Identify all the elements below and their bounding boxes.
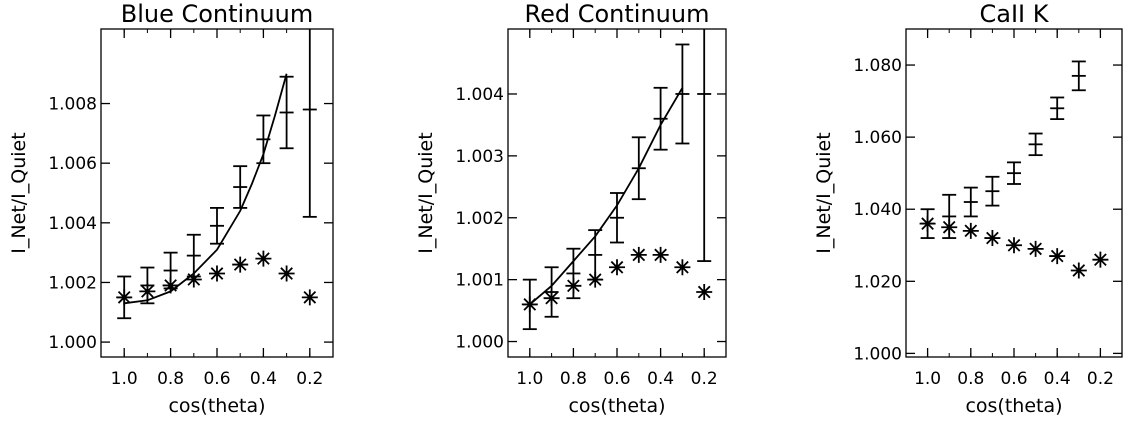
y-axis-label: I_Net/I_Quiet [8, 132, 30, 253]
x-tick-label: 0.8 [560, 369, 587, 389]
x-tick-label: 0.2 [296, 369, 323, 389]
y-tick-label: 1.001 [455, 271, 504, 291]
y-tick-label: 1.000 [455, 333, 504, 353]
star-marker [278, 265, 295, 282]
y-tick-label: 1.002 [455, 209, 504, 229]
x-tick-label: 0.4 [250, 369, 277, 389]
errorbar-point [233, 165, 248, 209]
x-tick-label: 0.2 [691, 369, 718, 389]
x-tick-label: 1.0 [516, 369, 543, 389]
x-tick-label: 0.6 [203, 369, 230, 389]
star-marker [301, 289, 318, 306]
y-axis-label: I_Net/I_Quiet [813, 132, 835, 253]
errorbar-point [186, 233, 201, 278]
fit-line [124, 73, 288, 305]
star-marker [1027, 240, 1044, 257]
errorbar-point [653, 86, 668, 151]
x-tick-label: 0.8 [957, 369, 984, 389]
y-tick-label: 1.003 [455, 147, 504, 167]
y-tick-label: 1.004 [455, 85, 504, 105]
chart-panel-3: CaII K 1.0 0.8 0.6 0.4 0.2 1.000 1.020 1.040 1.06… [813, 0, 1123, 417]
star-marker [116, 289, 133, 306]
x-tick-label: 0.6 [1000, 369, 1027, 389]
star-marker [1049, 248, 1066, 265]
star-marker [652, 246, 669, 263]
x-tick-label: 0.2 [1087, 369, 1114, 389]
chart-title: Blue Continuum [121, 0, 313, 28]
errorbar-point [1028, 132, 1043, 157]
x-tick-label: 0.6 [603, 369, 630, 389]
x-axis-label: cos(theta) [965, 395, 1062, 417]
star-marker [565, 277, 582, 294]
y-tick-label: 1.000 [853, 344, 902, 364]
star-marker [962, 222, 979, 239]
errorbar-point [697, 29, 712, 262]
star-marker [232, 256, 249, 273]
star-marker [543, 290, 560, 307]
errorbar-point [1071, 60, 1086, 92]
star-marker [1070, 262, 1087, 279]
star-marker [1006, 237, 1022, 254]
star-marker [696, 284, 713, 301]
star-marker [521, 296, 538, 313]
errorbar-point [610, 192, 624, 244]
star-marker [1092, 251, 1109, 268]
errorbar-point [963, 186, 978, 218]
errorbar-point [256, 114, 271, 165]
y-tick-label: 1.004 [48, 214, 97, 234]
x-axis-label: cos(theta) [568, 395, 665, 417]
y-axis-label: I_Net/I_Quiet [415, 132, 437, 253]
plot-frame [100, 28, 334, 358]
star-marker [609, 259, 625, 276]
star-marker [587, 271, 604, 288]
errorbar-point [631, 136, 646, 201]
errorbar-point [985, 175, 1000, 207]
chart-title: CaII K [980, 0, 1050, 28]
star-marker [139, 283, 156, 300]
x-tick-label: 1.0 [111, 369, 138, 389]
errorbar-point [279, 75, 294, 150]
y-tick-label: 1.006 [48, 154, 97, 174]
star-marker [984, 230, 1001, 247]
errorbar-point [1007, 161, 1021, 185]
chart-panel-1: Blue Continuum 1.0 0.8 0.6 0.4 0.2 1.000 1.002 1… [8, 0, 334, 417]
star-marker [209, 265, 225, 282]
y-tick-label: 1.080 [853, 56, 902, 76]
errorbar-point [1050, 96, 1065, 121]
errorbar-point [675, 43, 690, 145]
x-tick-label: 0.4 [647, 369, 674, 389]
star-marker [255, 250, 272, 267]
fit-line [529, 87, 684, 306]
y-tick-label: 1.008 [48, 95, 97, 115]
x-tick-label: 0.8 [157, 369, 184, 389]
star-marker [919, 215, 936, 232]
y-tick-label: 1.020 [853, 272, 902, 292]
errorbar-point [210, 207, 224, 245]
plot-frame [905, 28, 1123, 358]
star-marker [630, 246, 647, 263]
y-tick-label: 1.040 [853, 200, 902, 220]
star-marker [674, 259, 691, 276]
x-tick-label: 0.4 [1044, 369, 1071, 389]
star-marker [185, 271, 202, 288]
y-tick-label: 1.060 [853, 128, 902, 148]
y-tick-label: 1.000 [48, 333, 97, 353]
star-marker [162, 277, 179, 294]
star-marker [941, 219, 958, 236]
chart-title: Red Continuum [525, 0, 710, 28]
chart-panel-2: Red Continuum 1.0 0.8 0.6 0.4 0.2 1.000 1.001 1.… [415, 0, 727, 417]
y-tick-label: 1.002 [48, 273, 97, 293]
x-axis-label: cos(theta) [168, 395, 265, 417]
errorbar-point [302, 29, 317, 218]
x-tick-label: 1.0 [914, 369, 941, 389]
